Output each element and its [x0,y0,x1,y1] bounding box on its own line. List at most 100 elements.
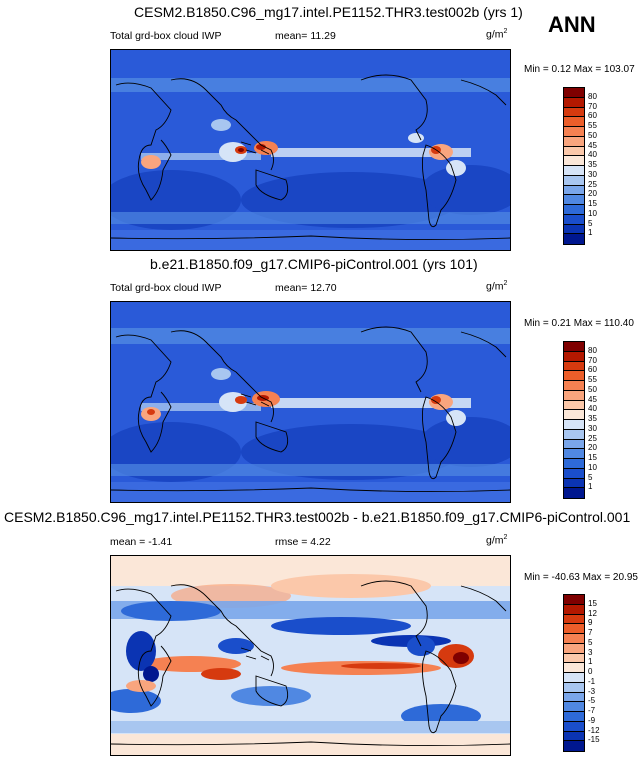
colorbar-swatch [564,371,584,381]
panel-3-map-graphic [111,556,510,755]
colorbar-swatch [564,107,584,118]
panel-1-variable-label: Total grd-box cloud IWP [110,30,222,42]
colorbar-swatch [564,361,584,372]
colorbar-swatch [564,741,584,751]
colorbar-swatch [564,449,584,459]
colorbar-swatch [564,682,584,693]
colorbar-swatch [564,175,584,186]
colorbar-swatch [564,468,584,479]
colorbar-tick-label: 45 [588,394,597,404]
panel-3-minmax: Min = -40.63 Max = 20.95 [524,572,638,583]
colorbar-tick-label: 35 [588,160,597,169]
panel-1-title: CESM2.B1850.C96_mg17.intel.PE1152.THR3.t… [134,4,523,20]
colorbar-swatch [564,478,584,489]
panel-2-variable-label: Total grd-box cloud IWP [110,282,222,294]
colorbar-tick-label: 60 [588,111,597,121]
colorbar-tick-label: 55 [588,121,597,130]
colorbar-tick-label: 5 [588,637,593,647]
colorbar-swatch [564,595,584,605]
colorbar-tick-label: 35 [588,414,597,423]
panel-3-title: CESM2.B1850.C96_mg17.intel.PE1152.THR3.t… [4,509,631,525]
colorbar-swatch [564,653,584,664]
colorbar-tick-label: 5 [588,218,593,228]
panel-3-units: g/m2 [486,534,508,547]
colorbar-tick-label: 80 [588,345,597,355]
colorbar-tick-label: 50 [588,384,597,394]
panel-1-colorbar [563,87,585,245]
colorbar-tick-label: 0 [588,667,593,676]
colorbar-tick-label: 50 [588,130,597,140]
colorbar-tick-label: 70 [588,355,597,365]
panel-2-map [110,301,511,503]
panel-1-minmax: Min = 0.12 Max = 103.07 [524,64,635,75]
colorbar-tick-label: 10 [588,462,597,472]
colorbar-tick-label: 80 [588,91,597,101]
colorbar-tick-label: -12 [588,725,600,735]
colorbar-swatch [564,643,584,654]
colorbar-tick-label: 30 [588,169,597,179]
panel-1-mean-label: mean= 11.29 [275,30,336,42]
colorbar-tick-label: 20 [588,189,597,199]
panel-1-map-graphic [111,50,510,250]
colorbar-tick-label: 30 [588,423,597,433]
colorbar-tick-label: -1 [588,676,596,686]
colorbar-swatch [564,488,584,498]
colorbar-swatch [564,185,584,196]
colorbar-swatch [564,410,584,420]
colorbar-swatch [564,663,584,673]
colorbar-swatch [564,214,584,225]
colorbar-swatch [564,721,584,732]
colorbar-swatch [564,634,584,644]
colorbar-swatch [564,97,584,108]
colorbar-tick-label: -5 [588,696,596,706]
panel-2-minmax: Min = 0.21 Max = 110.40 [524,318,634,329]
panel-3-map [110,555,511,756]
colorbar-swatch [564,127,584,137]
colorbar-tick-label: 25 [588,179,597,189]
colorbar-swatch [564,351,584,362]
panel-3-mean-label: mean = -1.41 [110,536,173,548]
colorbar-tick-label: 40 [588,404,597,414]
colorbar-swatch [564,624,584,634]
colorbar-tick-label: -3 [588,686,596,696]
colorbar-tick-label: 9 [588,618,593,628]
colorbar-tick-label: 40 [588,150,597,160]
colorbar-swatch [564,117,584,127]
colorbar-tick-label: 15 [588,199,597,208]
colorbar-swatch [564,205,584,215]
colorbar-swatch [564,136,584,147]
colorbar-tick-label: 3 [588,647,593,657]
season-label: ANN [548,12,596,37]
colorbar-swatch [564,604,584,615]
colorbar-swatch [564,420,584,430]
colorbar-tick-label: 5 [588,472,593,482]
colorbar-tick-label: 60 [588,365,597,375]
colorbar-tick-label: -9 [588,715,596,725]
colorbar-swatch [564,712,584,722]
panel-2-title: b.e21.B1850.f09_g17.CMIP6-piControl.001 … [150,256,478,272]
colorbar-swatch [564,400,584,411]
colorbar-swatch [564,673,584,683]
panel-1-map [110,49,511,251]
colorbar-swatch [564,702,584,712]
colorbar-swatch [564,195,584,205]
colorbar-tick-label: 25 [588,433,597,443]
colorbar-swatch [564,692,584,703]
panel-1-units: g/m2 [486,28,508,41]
colorbar-tick-label: 1 [588,482,593,492]
colorbar-swatch [564,381,584,391]
colorbar-tick-label: 1 [588,657,593,667]
colorbar-tick-label: -7 [588,706,596,715]
colorbar-swatch [564,459,584,469]
colorbar-swatch [564,156,584,166]
panel-2-units: g/m2 [486,280,508,293]
colorbar-swatch [564,731,584,742]
colorbar-tick-label: 15 [588,453,597,462]
colorbar-tick-label: 55 [588,375,597,384]
colorbar-swatch [564,88,584,98]
panel-2-colorbar [563,341,585,499]
panel-2-map-graphic [111,302,510,502]
colorbar-tick-label: 10 [588,208,597,218]
colorbar-tick-label: 45 [588,140,597,150]
colorbar-swatch [564,146,584,157]
